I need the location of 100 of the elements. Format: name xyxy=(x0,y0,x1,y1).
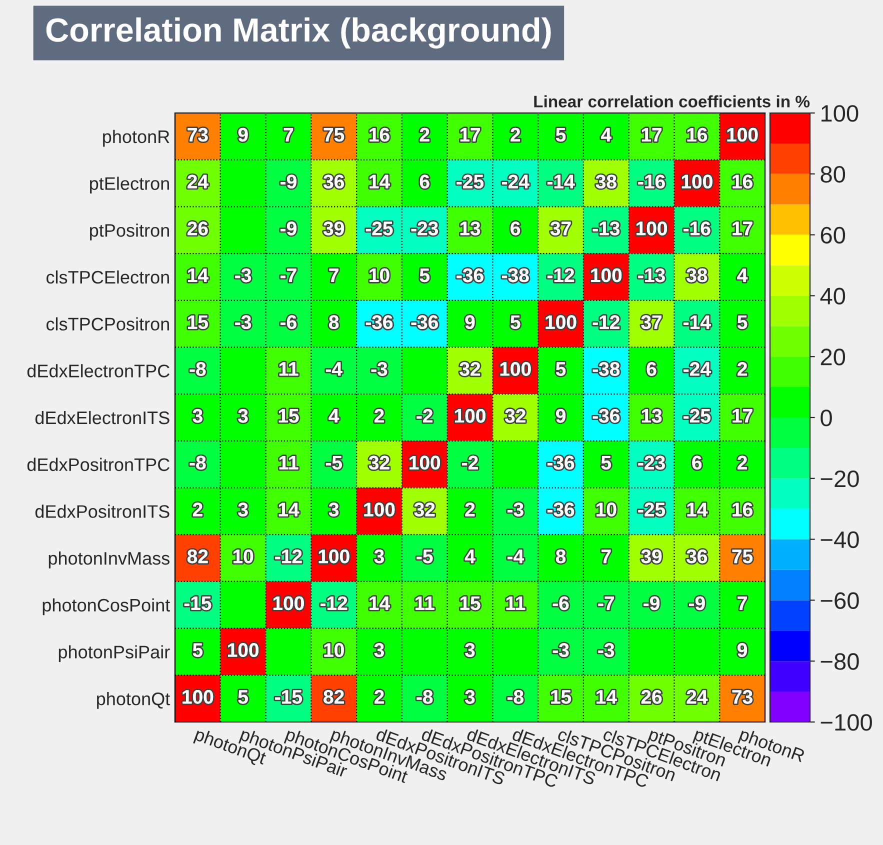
data-label: 75 xyxy=(732,550,753,564)
data-label: 36 xyxy=(686,549,708,564)
data-label: 2 xyxy=(374,408,384,423)
data-label: -3 xyxy=(235,315,252,330)
data-label: 6 xyxy=(420,174,430,188)
data-label: 6 xyxy=(510,222,520,236)
data-label: 14 xyxy=(596,690,617,704)
data-label: 11 xyxy=(506,596,526,610)
color-bar-label: 20 xyxy=(820,348,846,366)
data-label: -16 xyxy=(638,174,665,188)
color-bar-label: 0 xyxy=(820,410,832,426)
data-label: 2 xyxy=(465,502,475,516)
data-label: 5 xyxy=(192,643,203,657)
data-label: -12 xyxy=(275,549,302,564)
data-label: -9 xyxy=(280,174,296,188)
data-label: 100 xyxy=(591,268,622,282)
data-label: -13 xyxy=(638,268,665,282)
data-label: 11 xyxy=(279,362,298,376)
data-label: 4 xyxy=(737,268,748,282)
data-label: 17 xyxy=(732,409,752,423)
data-label: 100 xyxy=(318,549,350,564)
data-label: 11 xyxy=(416,596,434,610)
data-label: 17 xyxy=(460,128,480,142)
data-label: -8 xyxy=(190,456,206,470)
data-label: 3 xyxy=(238,502,248,516)
data-label: 13 xyxy=(460,222,480,236)
data-label: 2 xyxy=(738,362,747,376)
data-label: 8 xyxy=(556,549,566,564)
data-label: 7 xyxy=(602,550,611,564)
data-label: -14 xyxy=(684,315,711,329)
data-label: 10 xyxy=(596,502,616,516)
data-label: 14 xyxy=(370,596,390,610)
data-label: 32 xyxy=(368,456,390,470)
y-tick-label: dEdxPositronITS xyxy=(35,504,170,518)
data-label: 32 xyxy=(460,362,480,376)
data-label: -24 xyxy=(502,174,530,188)
data-label: -12 xyxy=(320,596,348,610)
data-label: 4 xyxy=(328,409,340,423)
data-label: 36 xyxy=(323,174,344,189)
chart-title: Correlation Matrix (background) xyxy=(46,17,551,49)
color-bar-label: −80 xyxy=(820,653,859,670)
data-label: -25 xyxy=(684,408,710,423)
data-label: 7 xyxy=(738,596,747,610)
y-tick-label: dEdxElectronTPC xyxy=(27,364,170,378)
data-label: 38 xyxy=(596,174,616,189)
y-tick-label: photonInvMass xyxy=(48,551,170,568)
data-label: 100 xyxy=(273,596,304,610)
data-label: 2 xyxy=(420,128,430,142)
data-label: -5 xyxy=(416,550,433,564)
y-tick-label: clsTPCElectron xyxy=(46,270,169,284)
data-label: -13 xyxy=(592,222,620,236)
data-label: 24 xyxy=(188,174,208,188)
data-label: -9 xyxy=(280,222,296,236)
data-label: 5 xyxy=(556,128,566,142)
data-label: 10 xyxy=(370,268,390,282)
data-label: 100 xyxy=(682,174,712,188)
data-label: -3 xyxy=(371,362,388,376)
y-tick-label: ptPositron xyxy=(90,224,169,240)
data-label: 37 xyxy=(550,222,571,236)
data-label: -3 xyxy=(508,502,524,516)
data-label: -12 xyxy=(592,315,620,329)
data-label: -7 xyxy=(280,268,296,282)
data-label: -4 xyxy=(508,550,524,564)
data-label: -15 xyxy=(275,690,302,704)
color-bar-label: −100 xyxy=(820,714,872,731)
y-tick-label: clsTPCPositron xyxy=(46,317,169,331)
data-label: -36 xyxy=(547,456,574,470)
data-label: -25 xyxy=(366,222,393,236)
data-label: 15 xyxy=(188,315,208,330)
data-label: -8 xyxy=(190,362,206,376)
data-label: 32 xyxy=(414,502,435,516)
data-label: 38 xyxy=(686,268,708,282)
data-label: 3 xyxy=(374,549,384,564)
data-label: 26 xyxy=(641,690,662,704)
data-label: 24 xyxy=(686,690,708,704)
data-label: 16 xyxy=(687,128,708,142)
data-label: -3 xyxy=(598,643,614,657)
data-label: 6 xyxy=(692,456,702,470)
data-label: 82 xyxy=(187,549,208,564)
data-label: 14 xyxy=(687,502,708,516)
data-label: 75 xyxy=(324,128,344,142)
y-tick-label: ptElectron xyxy=(90,176,169,194)
data-label: -7 xyxy=(598,596,614,610)
data-label: 14 xyxy=(278,502,300,516)
data-label: 5 xyxy=(510,315,520,330)
data-label: 7 xyxy=(284,128,294,142)
data-label: 5 xyxy=(556,362,566,376)
data-label: 14 xyxy=(188,268,208,282)
color-bar-label: −20 xyxy=(820,470,859,488)
data-label: 14 xyxy=(370,174,390,188)
data-label: 100 xyxy=(546,315,576,330)
data-label: 17 xyxy=(732,222,752,236)
data-label: 16 xyxy=(370,128,390,142)
y-tick-label: photonR xyxy=(103,130,170,147)
color-bar-label: 60 xyxy=(820,226,846,244)
data-label: 2 xyxy=(374,690,384,704)
data-label: -5 xyxy=(326,456,342,470)
data-label: -23 xyxy=(411,222,438,236)
data-label: -2 xyxy=(416,408,432,423)
data-label: 5 xyxy=(601,456,612,470)
